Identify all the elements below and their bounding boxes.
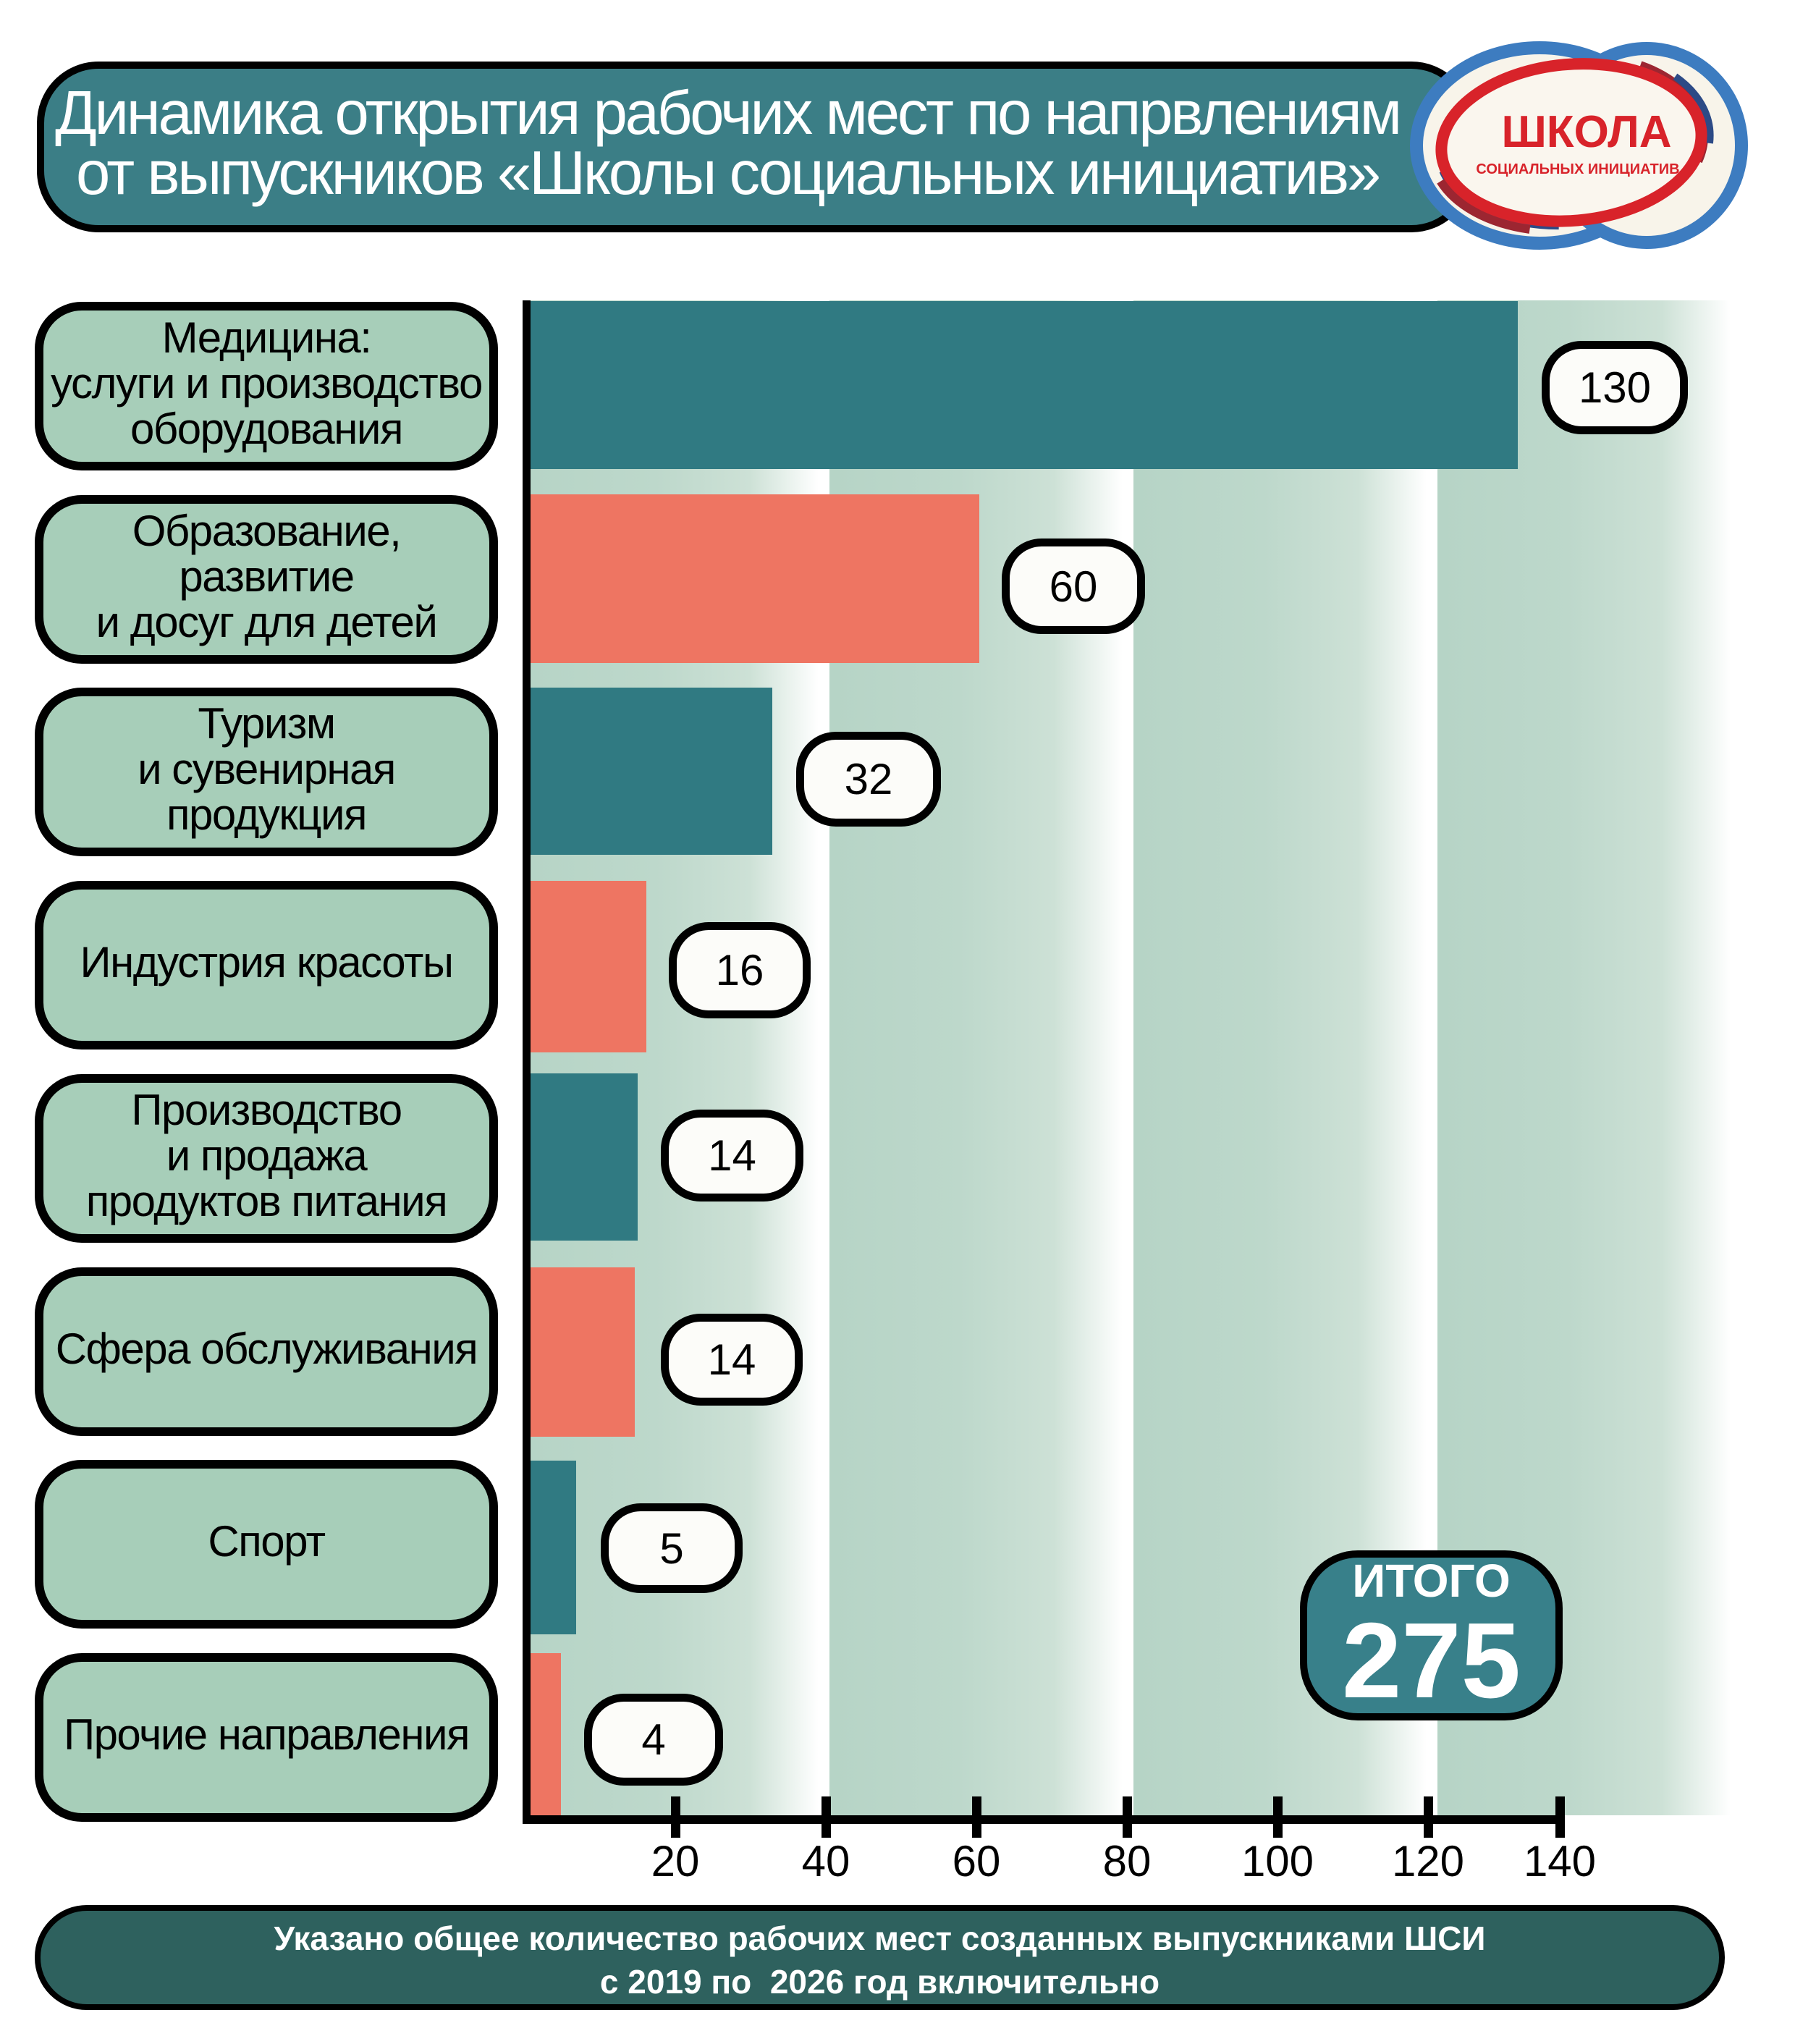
svg-text:ШКОЛА: ШКОЛА	[1501, 107, 1671, 157]
svg-text:СОЦИАЛЬНЫХ ИНИЦИАТИВ: СОЦИАЛЬНЫХ ИНИЦИАТИВ	[1476, 161, 1679, 177]
